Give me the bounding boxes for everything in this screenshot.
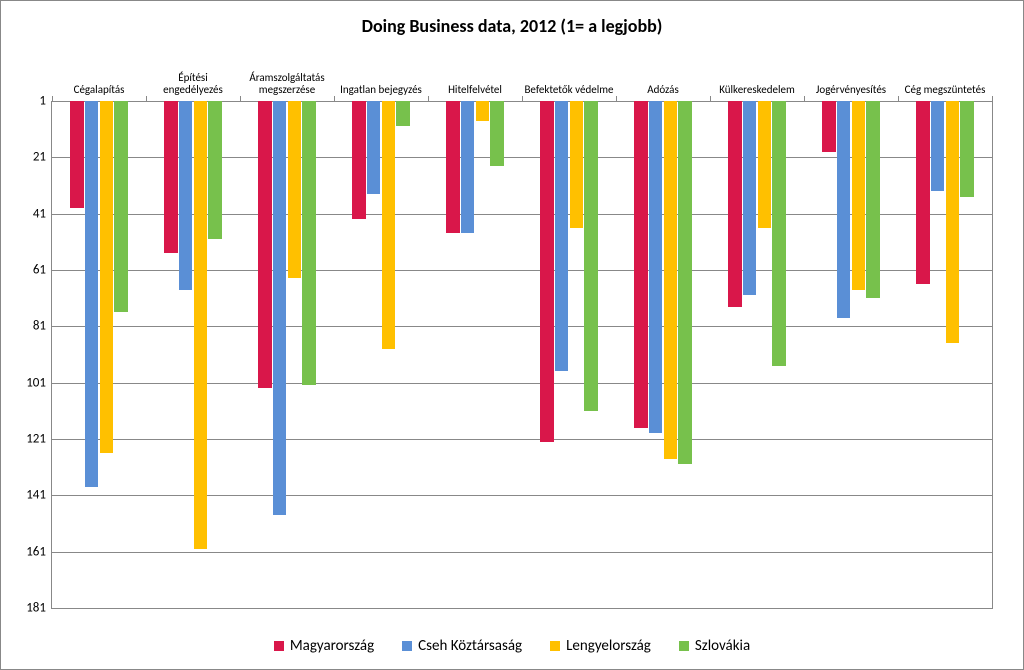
- category-tick: [804, 96, 805, 101]
- bar: [476, 101, 490, 121]
- y-tick-label: 161: [26, 544, 46, 559]
- bar: [555, 101, 569, 371]
- category-tick: [616, 96, 617, 101]
- bar: [273, 101, 287, 515]
- y-tick-label: 21: [33, 150, 46, 165]
- category-label: Jogérvényesítés: [806, 84, 896, 97]
- bar: [916, 101, 930, 284]
- bar: [570, 101, 584, 228]
- category-tick: [522, 96, 523, 101]
- category-tick: [710, 96, 711, 101]
- legend-swatch: [550, 641, 560, 651]
- category-tick: [428, 96, 429, 101]
- legend-swatch: [679, 641, 689, 651]
- bar: [85, 101, 99, 487]
- bar: [490, 101, 504, 166]
- y-tick-label: 81: [33, 319, 46, 334]
- bar: [960, 101, 974, 197]
- plot-area: 121416181101121141161181CégalapításÉpíté…: [51, 101, 993, 609]
- legend-label: Cseh Köztársaság: [418, 637, 522, 655]
- legend-label: Magyarország: [290, 637, 374, 655]
- bar: [728, 101, 742, 307]
- bar: [258, 101, 272, 388]
- y-tick-label: 141: [26, 488, 46, 503]
- bar: [866, 101, 880, 298]
- category-tick: [146, 96, 147, 101]
- category-label: Áramszolgáltatás megszerzése: [242, 72, 332, 97]
- bar: [649, 101, 663, 433]
- y-tick-label: 61: [33, 263, 46, 278]
- legend-label: Szlovákia: [695, 637, 750, 655]
- bar: [179, 101, 193, 290]
- bar: [70, 101, 84, 208]
- category-tick: [240, 96, 241, 101]
- legend-label: Lengyelország: [566, 637, 651, 655]
- category-tick: [992, 96, 993, 101]
- bar: [382, 101, 396, 349]
- bar: [100, 101, 114, 453]
- category-tick: [898, 96, 899, 101]
- bar: [584, 101, 598, 411]
- category-label: Cég megszüntetés: [900, 84, 990, 97]
- y-tick-label: 41: [33, 206, 46, 221]
- bar: [822, 101, 836, 152]
- bar: [664, 101, 678, 459]
- bar: [194, 101, 208, 549]
- legend-swatch: [274, 641, 284, 651]
- gridline: [52, 608, 992, 609]
- bar: [743, 101, 757, 295]
- bar: [114, 101, 128, 312]
- legend-item: Szlovákia: [679, 637, 750, 655]
- chart-title: Doing Business data, 2012 (1= a legjobb): [1, 15, 1023, 37]
- category-label: Építési engedélyezés: [148, 72, 238, 97]
- bar: [208, 101, 222, 239]
- category-label: Ingatlan bejegyzés: [336, 84, 426, 97]
- category-label: Külkereskedelem: [712, 84, 802, 97]
- legend-item: Magyarország: [274, 637, 374, 655]
- legend: Magyarország Cseh Köztársaság Lengyelorszá…: [1, 637, 1023, 655]
- bar: [288, 101, 302, 278]
- y-tick-label: 101: [26, 375, 46, 390]
- category-tick: [334, 96, 335, 101]
- bar: [772, 101, 786, 366]
- bar: [396, 101, 410, 126]
- legend-swatch: [402, 641, 412, 651]
- y-tick-label: 121: [26, 432, 46, 447]
- bar: [164, 101, 178, 253]
- bar: [758, 101, 772, 228]
- bar: [302, 101, 316, 385]
- chart-container: Doing Business data, 2012 (1= a legjobb)…: [0, 0, 1024, 670]
- bar: [461, 101, 475, 233]
- y-tick-label: 1: [39, 94, 46, 109]
- legend-item: Lengyelország: [550, 637, 651, 655]
- category-label: Cégalapítás: [54, 84, 144, 97]
- bar: [446, 101, 460, 233]
- y-tick-label: 181: [26, 601, 46, 616]
- gridline: [52, 552, 992, 553]
- bar: [352, 101, 366, 219]
- bar: [634, 101, 648, 428]
- bar: [946, 101, 960, 343]
- bar: [540, 101, 554, 442]
- bar: [367, 101, 381, 194]
- category-label: Befektetők védelme: [524, 84, 614, 97]
- category-label: Adózás: [618, 84, 708, 97]
- legend-item: Cseh Köztársaság: [402, 637, 522, 655]
- bar: [852, 101, 866, 290]
- bar: [931, 101, 945, 191]
- bar: [678, 101, 692, 464]
- category-label: Hitelfelvétel: [430, 84, 520, 97]
- category-tick: [52, 96, 53, 101]
- bar: [837, 101, 851, 318]
